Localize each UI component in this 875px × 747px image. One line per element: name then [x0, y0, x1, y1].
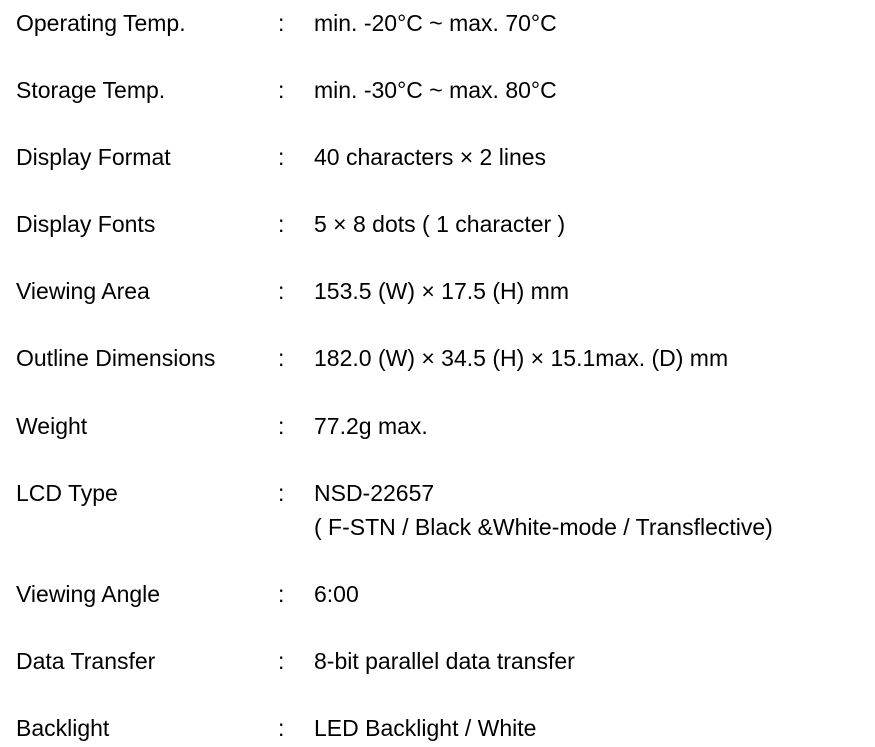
- spec-row-backlight: Backlight : LED Backlight / White: [0, 711, 875, 745]
- spec-label: Storage Temp.: [16, 77, 166, 103]
- spec-value: min. -20°C ~ max. 70°C: [314, 10, 557, 36]
- spec-value: 182.0 (W) × 34.5 (H) × 15.1max. (D) mm: [314, 345, 729, 371]
- spec-separator: :: [278, 10, 285, 36]
- spec-row-operating-temp: Operating Temp. : min. -20°C ~ max. 70°C: [0, 6, 875, 40]
- spec-separator: :: [278, 77, 285, 103]
- spec-label: LCD Type: [16, 480, 118, 506]
- spec-value: 8-bit parallel data transfer: [314, 648, 575, 674]
- spec-value: NSD-22657: [314, 480, 435, 506]
- spec-row-lcd-type: LCD Type : NSD-22657 ( F-STN / Black &Wh…: [0, 476, 875, 544]
- spec-value: 5 × 8 dots ( 1 character ): [314, 211, 566, 237]
- spec-label: Backlight: [16, 715, 110, 741]
- spec-label: Operating Temp.: [16, 10, 186, 36]
- spec-label: Display Fonts: [16, 211, 156, 237]
- spec-row-storage-temp: Storage Temp. : min. -30°C ~ max. 80°C: [0, 73, 875, 107]
- spec-row-viewing-area: Viewing Area : 153.5 (W) × 17.5 (H) mm: [0, 274, 875, 308]
- spec-row-viewing-angle: Viewing Angle : 6:00: [0, 577, 875, 611]
- spec-separator: :: [278, 345, 285, 371]
- spec-value: 40 characters × 2 lines: [314, 144, 547, 170]
- spec-label: Viewing Angle: [16, 581, 161, 607]
- spec-row-weight: Weight : 77.2g max.: [0, 409, 875, 443]
- spec-separator: :: [278, 715, 285, 741]
- spec-row-display-fonts: Display Fonts : 5 × 8 dots ( 1 character…: [0, 207, 875, 241]
- spec-separator: :: [278, 278, 285, 304]
- spec-separator: :: [278, 211, 285, 237]
- spec-row-data-transfer: Data Transfer : 8-bit parallel data tran…: [0, 644, 875, 678]
- spec-label: Weight: [16, 413, 88, 439]
- spec-value-group: NSD-22657 ( F-STN / Black &White-mode / …: [314, 476, 773, 544]
- spec-label: Outline Dimensions: [16, 345, 216, 371]
- spec-value: 153.5 (W) × 17.5 (H) mm: [314, 278, 569, 304]
- spec-separator: :: [278, 413, 285, 439]
- spec-separator: :: [278, 581, 285, 607]
- spec-value: 6:00: [314, 581, 359, 607]
- spec-separator: :: [278, 648, 285, 674]
- spec-separator: :: [278, 144, 285, 170]
- spec-label: Viewing Area: [16, 278, 150, 304]
- spec-value-detail: ( F-STN / Black &White-mode / Transflect…: [314, 514, 773, 540]
- spec-row-outline-dimensions: Outline Dimensions : 182.0 (W) × 34.5 (H…: [0, 341, 875, 375]
- spec-value: LED Backlight / White: [314, 715, 537, 741]
- spec-row-display-format: Display Format : 40 characters × 2 lines: [0, 140, 875, 174]
- spec-label: Display Format: [16, 144, 171, 170]
- spec-separator: :: [278, 480, 285, 506]
- spec-label: Data Transfer: [16, 648, 156, 674]
- spec-value: min. -30°C ~ max. 80°C: [314, 77, 557, 103]
- spec-value: 77.2g max.: [314, 413, 428, 439]
